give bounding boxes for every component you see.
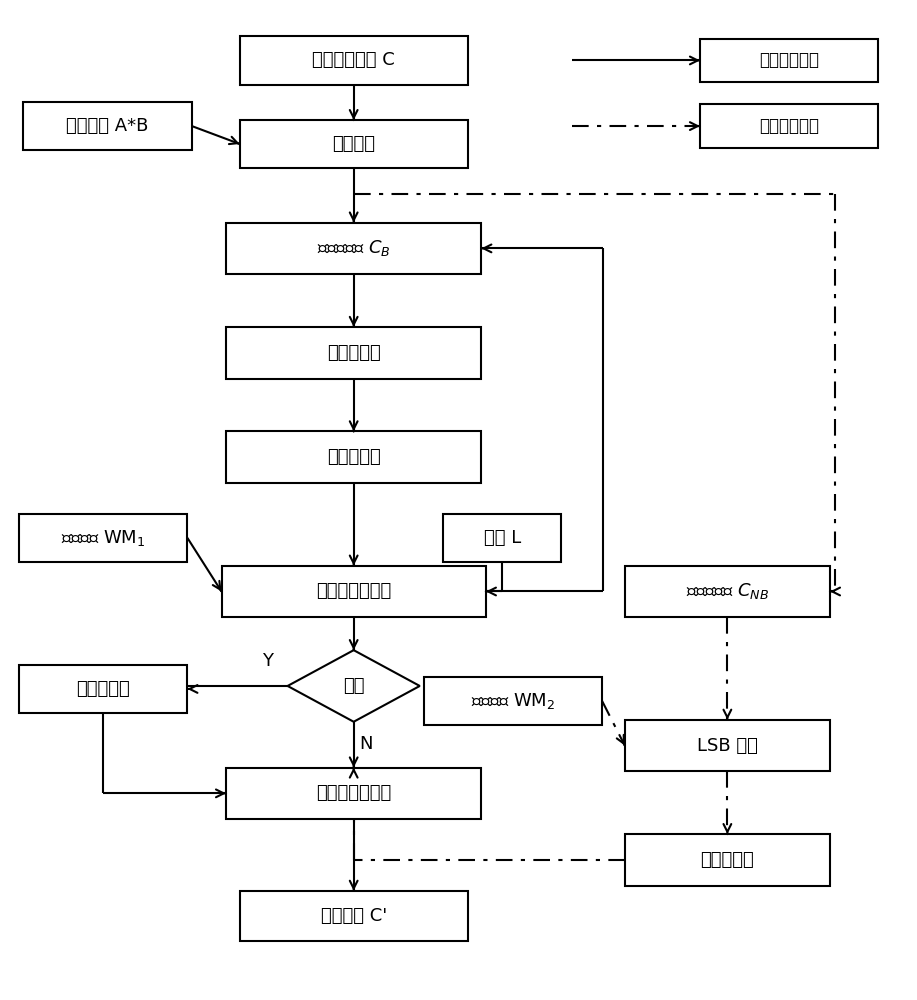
Text: Y: Y: [262, 652, 273, 670]
FancyBboxPatch shape: [18, 514, 187, 562]
FancyBboxPatch shape: [226, 327, 481, 379]
FancyBboxPatch shape: [624, 720, 830, 771]
Text: 分块尺寸 A*B: 分块尺寸 A*B: [66, 117, 149, 135]
FancyBboxPatch shape: [226, 768, 481, 819]
Text: 备选执行流程: 备选执行流程: [759, 117, 820, 135]
FancyBboxPatch shape: [701, 104, 878, 148]
Text: 防溢出处理: 防溢出处理: [76, 680, 130, 698]
FancyBboxPatch shape: [226, 223, 481, 274]
FancyBboxPatch shape: [701, 39, 878, 82]
Text: 隐秘数据 WM$_1$: 隐秘数据 WM$_1$: [61, 528, 145, 548]
Text: 隐秘数据 WM$_2$: 隐秘数据 WM$_2$: [471, 691, 556, 711]
FancyBboxPatch shape: [23, 102, 192, 150]
FancyBboxPatch shape: [222, 566, 486, 617]
Text: 读取原始图像 C: 读取原始图像 C: [313, 51, 395, 69]
FancyBboxPatch shape: [226, 431, 481, 483]
Text: 阈值 L: 阈值 L: [483, 529, 521, 547]
FancyBboxPatch shape: [624, 834, 830, 886]
Text: 剩余图像块 $C_{NB}$: 剩余图像块 $C_{NB}$: [686, 581, 768, 601]
Text: 常规执行流程: 常规执行流程: [759, 51, 820, 69]
Text: 循环直方图平移: 循环直方图平移: [316, 582, 392, 600]
FancyBboxPatch shape: [239, 891, 468, 941]
Text: 隐秘图像块集合: 隐秘图像块集合: [316, 784, 392, 802]
FancyBboxPatch shape: [624, 566, 830, 617]
FancyBboxPatch shape: [425, 677, 602, 725]
Polygon shape: [288, 650, 420, 722]
FancyBboxPatch shape: [239, 120, 468, 168]
Text: 直方图间隙: 直方图间隙: [326, 448, 381, 466]
FancyBboxPatch shape: [443, 514, 561, 562]
Text: N: N: [359, 735, 373, 753]
Text: 计算块差值: 计算块差值: [326, 344, 381, 362]
Text: 隐秘剩余块: 隐秘剩余块: [701, 851, 755, 869]
Text: 溢出: 溢出: [343, 677, 364, 695]
FancyBboxPatch shape: [239, 36, 468, 85]
FancyBboxPatch shape: [18, 665, 187, 713]
Text: 图像分块: 图像分块: [332, 135, 375, 153]
Text: 图像块集合 $C_B$: 图像块集合 $C_B$: [317, 238, 391, 258]
Text: LSB 嵌入: LSB 嵌入: [697, 737, 757, 755]
Text: 隐秘图像 C': 隐秘图像 C': [321, 907, 387, 925]
